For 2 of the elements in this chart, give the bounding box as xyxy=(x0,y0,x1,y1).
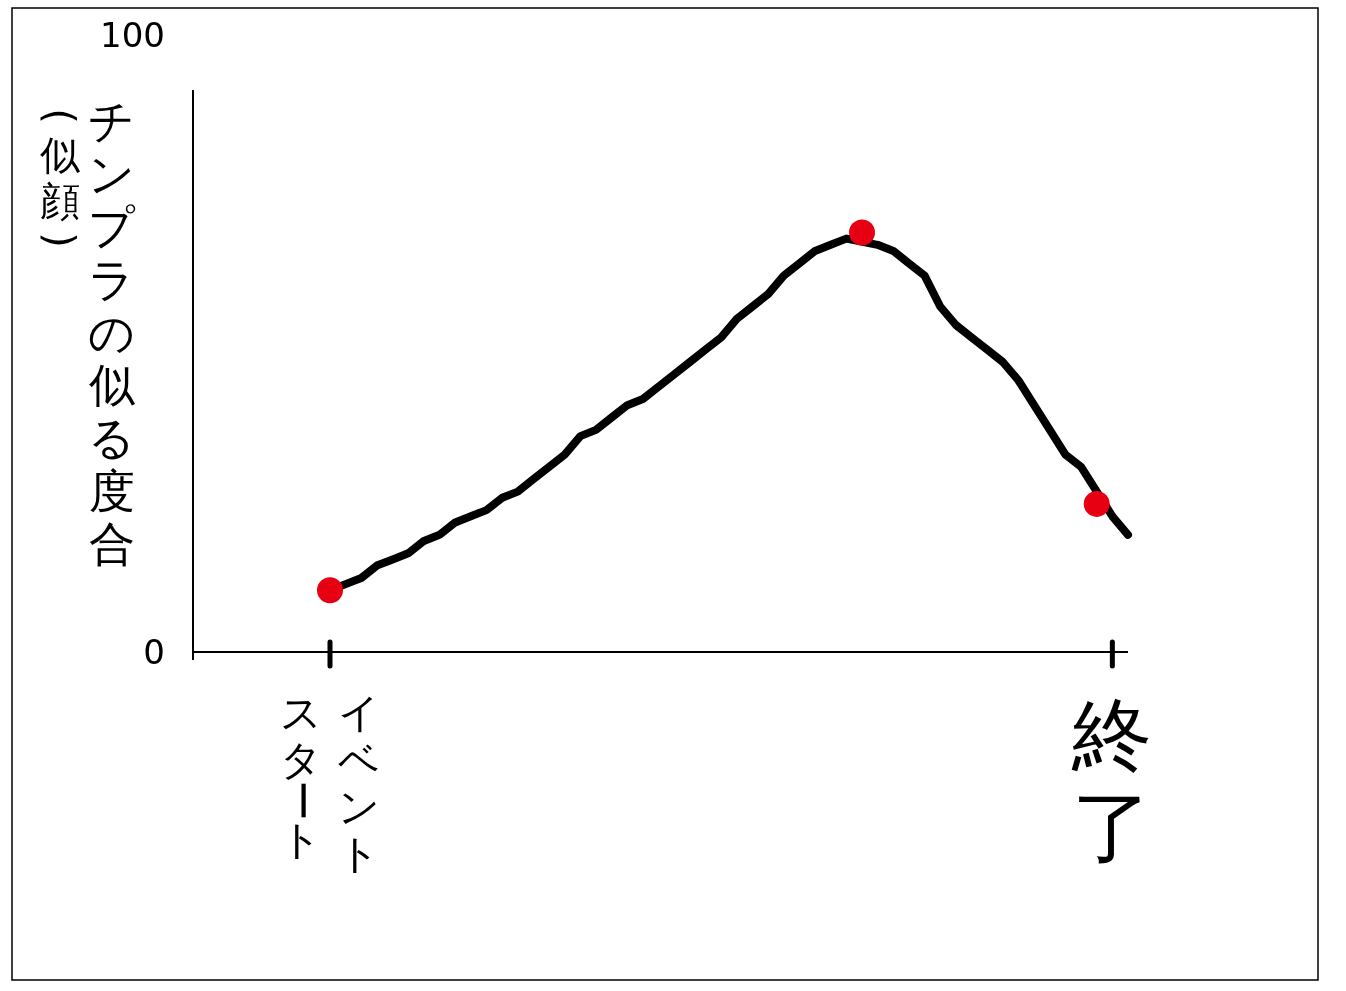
y-axis-title: チンプラの似る度合 xyxy=(87,95,137,571)
annotation: (似顔) xyxy=(37,107,83,250)
